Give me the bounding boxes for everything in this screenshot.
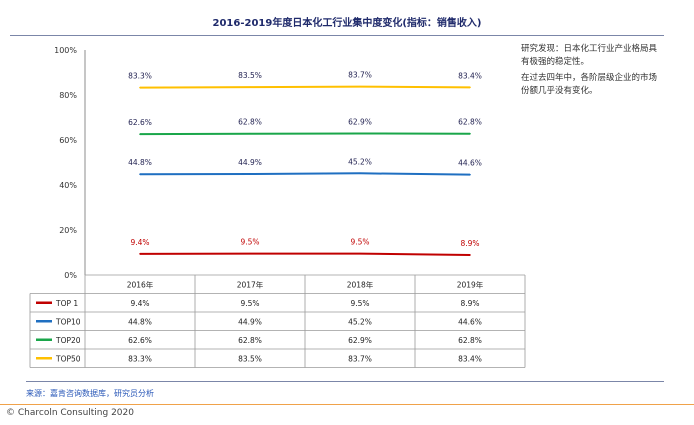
data-label: 62.9% [348, 117, 372, 126]
data-point [139, 253, 141, 255]
table-cell: 83.4% [458, 354, 482, 363]
table-cell: 83.5% [238, 354, 262, 363]
table-cell: 62.8% [458, 336, 482, 345]
data-point [469, 173, 471, 176]
x-category-label: 2016年 [127, 279, 154, 289]
data-point [359, 85, 361, 88]
table-cell: 9.5% [350, 299, 369, 308]
table-cell: 44.8% [128, 317, 152, 326]
data-point [249, 252, 251, 255]
data-label: 62.6% [128, 118, 152, 127]
footer-divider [26, 381, 664, 382]
data-label: 83.4% [458, 71, 482, 80]
data-label: 44.9% [238, 158, 262, 167]
data-point [469, 254, 471, 256]
table-cell: 83.7% [348, 354, 372, 363]
table-cell: 8.9% [460, 299, 479, 308]
y-tick-label: 20% [59, 226, 77, 235]
legend-label: TOP 1 [55, 299, 78, 308]
source-note: 来源：嘉肯咨询数据库，研究员分析 [26, 389, 154, 398]
y-tick-label: 100% [54, 46, 77, 55]
data-point [469, 132, 471, 135]
table-cell: 44.6% [458, 317, 482, 326]
legend-label: TOP10 [55, 317, 81, 326]
data-point [139, 133, 141, 135]
data-point [249, 86, 251, 88]
series-line [139, 172, 471, 176]
series-line [139, 252, 471, 256]
series-line [139, 132, 471, 136]
y-tick-label: 60% [59, 136, 77, 145]
data-point [249, 173, 251, 175]
research-notes: 研究发现：日本化工行业产业格局具有极强的稳定性。 在过去四年中，各阶层级企业的市… [521, 43, 663, 101]
data-point [359, 132, 361, 135]
title-divider [10, 35, 664, 36]
y-tick-label: 80% [59, 91, 77, 100]
table-cell: 9.4% [130, 299, 149, 308]
chart-title: 2016-2019年度日本化工行业集中度变化(指标：销售收入) [212, 18, 482, 29]
data-label: 9.5% [350, 238, 369, 247]
data-label: 83.3% [128, 72, 152, 81]
legend-label: TOP20 [55, 336, 81, 345]
y-tick-label: 0% [64, 271, 77, 280]
x-category-label: 2018年 [347, 279, 374, 289]
data-label: 62.8% [458, 118, 482, 127]
data-label: 44.8% [128, 158, 152, 167]
data-label: 45.2% [348, 157, 372, 166]
table-cell: 9.5% [240, 299, 259, 308]
data-point [139, 86, 141, 89]
table-cell: 62.8% [238, 336, 262, 345]
note-2: 在过去四年中，各阶层级企业的市场份额几乎没有变化。 [521, 73, 658, 96]
data-label: 83.7% [348, 71, 372, 80]
data-label: 8.9% [460, 239, 479, 248]
data-label: 44.6% [458, 159, 482, 168]
data-label: 83.5% [238, 71, 262, 80]
data-point [359, 252, 361, 255]
y-tick-label: 40% [59, 181, 77, 190]
table-cell: 83.3% [128, 354, 152, 363]
data-point [469, 86, 471, 89]
series-line [139, 85, 471, 89]
data-point [249, 132, 251, 135]
x-category-label: 2019年 [457, 279, 484, 289]
table-cell: 62.6% [128, 336, 152, 345]
note-1: 研究发现：日本化工行业产业格局具有极强的稳定性。 [521, 44, 658, 67]
table-cell: 45.2% [348, 317, 372, 326]
data-point [359, 172, 361, 175]
table-cell: 44.9% [238, 317, 262, 326]
data-label: 9.4% [130, 238, 149, 247]
data-label: 62.8% [238, 118, 262, 127]
copyright: © Charcoln Consulting 2020 [6, 408, 134, 418]
table-cell: 62.9% [348, 336, 372, 345]
data-label: 9.5% [240, 238, 259, 247]
x-category-label: 2017年 [237, 279, 264, 289]
data-point [139, 173, 141, 175]
legend-label: TOP50 [55, 354, 81, 363]
orange-divider [0, 404, 694, 405]
